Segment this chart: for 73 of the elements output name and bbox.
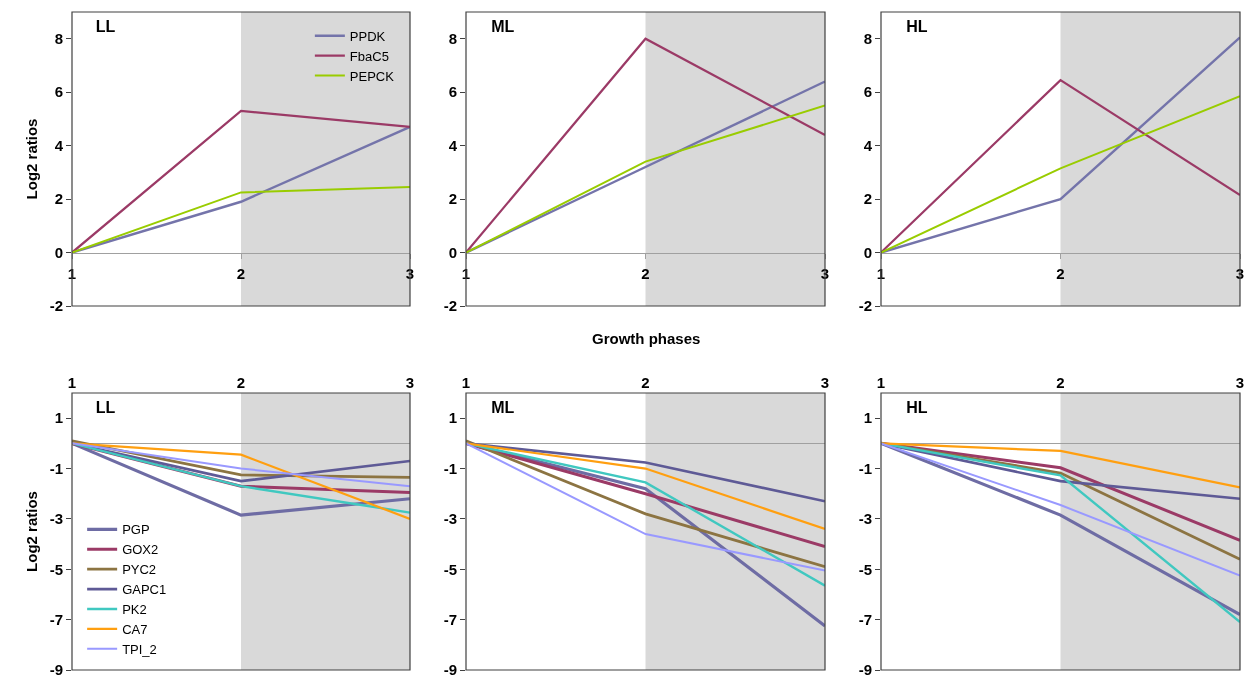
x-tick-label: 3 [820, 265, 830, 283]
y-tick-label: 4 [54, 136, 64, 154]
y-tick-label: -9 [858, 661, 872, 679]
x-tick-label: 3 [1235, 265, 1245, 283]
y-tick-label: -2 [49, 297, 63, 315]
y-tick-label: 8 [448, 29, 457, 47]
y-tick-label: -2 [858, 297, 872, 315]
legend-label: PYC2 [122, 562, 157, 578]
legend-label: FbaC5 [349, 48, 389, 64]
x-tick-label: 3 [405, 265, 415, 283]
y-tick-label: 0 [54, 243, 63, 261]
chart-title: LL [95, 18, 116, 36]
y-tick-label: -9 [49, 661, 63, 679]
x-tick-label: 3 [1235, 374, 1245, 391]
y-tick-label: 4 [863, 136, 873, 154]
legend-label: GOX2 [122, 542, 159, 558]
y-tick-label: -1 [858, 459, 872, 477]
legend-label: PK2 [122, 602, 147, 618]
x-tick-label: 2 [1056, 374, 1065, 391]
x-axis-title: Growth phases [592, 330, 701, 347]
x-tick-label: 3 [820, 374, 830, 391]
chart-title: LL [95, 398, 116, 416]
y-tick-label: -7 [858, 610, 872, 628]
x-tick-label: 1 [461, 265, 471, 283]
chart-title: ML [491, 398, 515, 416]
legend-label: PPDK [349, 28, 386, 44]
y-tick-label: -9 [443, 661, 457, 679]
legend-label: GAPC1 [122, 582, 167, 598]
y-tick-label: 0 [863, 243, 872, 261]
y-tick-label: 6 [54, 83, 63, 101]
x-tick-label: 2 [236, 374, 246, 391]
y-tick-label: 8 [863, 29, 872, 47]
y-tick-label: 6 [448, 83, 457, 101]
chart-title: ML [491, 18, 515, 36]
y-tick-label: 1 [448, 409, 457, 427]
y-tick-label: 8 [54, 29, 63, 47]
y-tick-label: -5 [443, 560, 457, 578]
y-tick-label: -1 [49, 459, 63, 477]
y-tick-label: -5 [49, 560, 63, 578]
y-tick-label: -3 [443, 510, 457, 528]
y-tick-label: 4 [448, 136, 458, 154]
y-tick-label: 1 [863, 409, 872, 427]
legend-label: CA7 [122, 621, 148, 637]
y-tick-label: 2 [54, 190, 63, 208]
y-tick-label: -1 [443, 459, 457, 477]
legend-label: TPI_2 [122, 641, 157, 657]
x-tick-label: 3 [405, 374, 415, 391]
y-axis-title: Log2 ratios [22, 118, 40, 200]
y-tick-label: -5 [858, 560, 872, 578]
y-tick-label: -3 [49, 510, 63, 528]
x-tick-label: 2 [641, 265, 650, 283]
legend-label: PGP [122, 522, 150, 538]
chart-title: HL [906, 398, 928, 416]
x-tick-label: 2 [641, 374, 650, 391]
x-tick-label: 1 [876, 374, 886, 391]
x-tick-label: 2 [236, 265, 246, 283]
y-tick-label: -7 [49, 610, 63, 628]
x-tick-label: 1 [67, 374, 77, 391]
x-tick-label: 1 [876, 265, 886, 283]
chart-title: HL [906, 18, 928, 36]
legend-label: PEPCK [349, 68, 395, 84]
y-tick-label: 2 [863, 190, 872, 208]
x-tick-label: 2 [1056, 265, 1065, 283]
y-tick-label: -7 [443, 610, 457, 628]
y-tick-label: 6 [863, 83, 872, 101]
y-tick-label: -3 [858, 510, 872, 528]
y-axis-title: Log2 ratios [22, 491, 40, 572]
y-tick-label: 2 [448, 190, 457, 208]
x-tick-label: 1 [67, 265, 77, 283]
y-tick-label: 1 [54, 409, 63, 427]
y-tick-label: 0 [448, 243, 457, 261]
x-tick-label: 1 [461, 374, 471, 391]
y-tick-label: -2 [443, 297, 457, 315]
